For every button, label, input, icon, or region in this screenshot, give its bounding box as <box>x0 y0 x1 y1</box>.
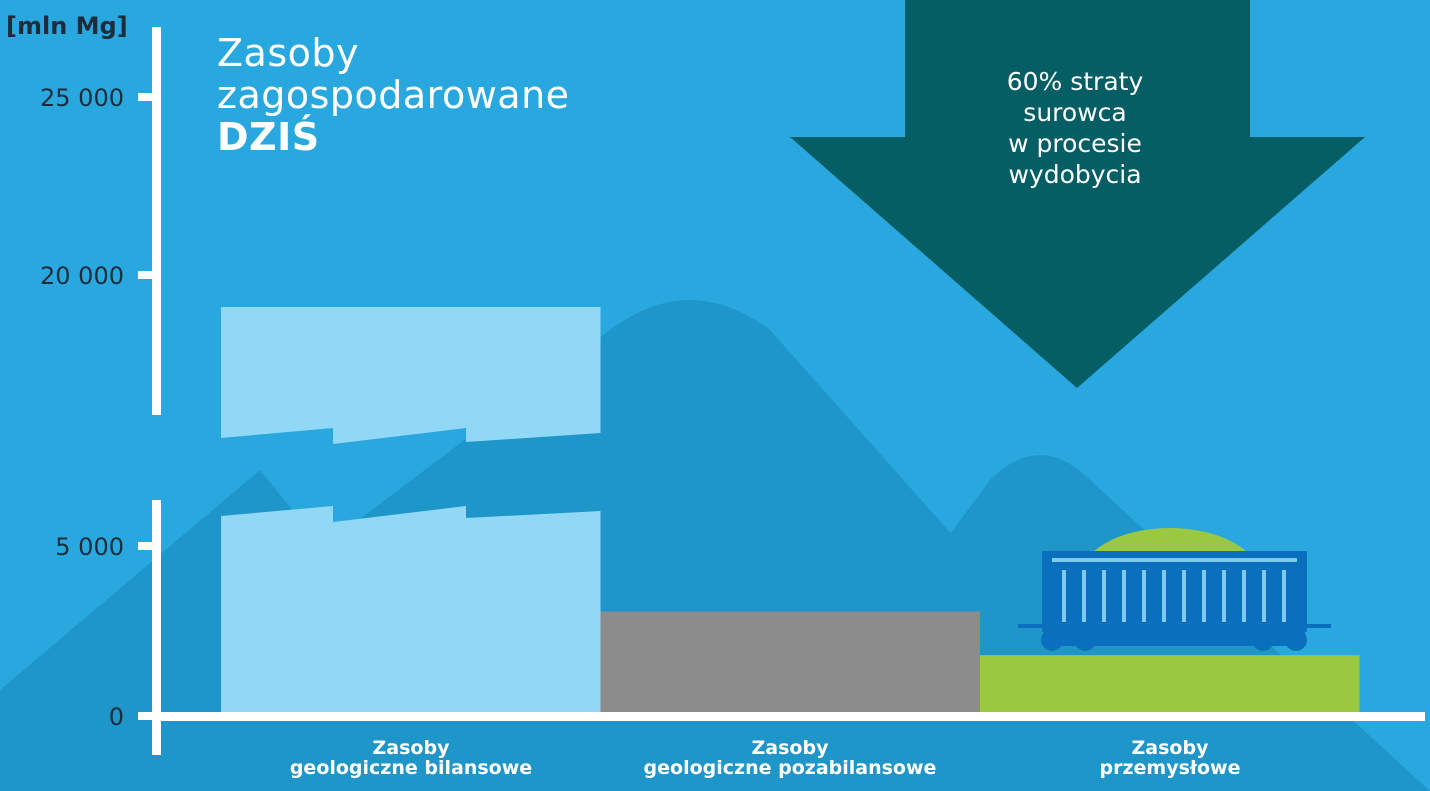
annotation-line: 60% straty <box>1006 67 1144 96</box>
wagon-chassis <box>1042 631 1307 646</box>
wagon-stripe <box>1142 570 1146 622</box>
chart-title: Zasoby zagospodarowane DZIŚ <box>217 32 570 158</box>
y-tick-label: 25 000 <box>40 84 124 112</box>
category-label-line: Zasoby <box>751 737 829 759</box>
y-tick-label: 5 000 <box>55 533 124 561</box>
loss-annotation: 60% straty surowca w procesie wydobycia <box>945 66 1205 190</box>
wagon-stripe <box>1082 570 1086 622</box>
x-axis <box>152 712 1425 721</box>
chart-title-line: Zasoby <box>217 31 359 75</box>
category-label-bilansowe: Zasoby geologiczne bilansowe <box>221 738 601 778</box>
railway-freight-wagon-icon <box>1018 528 1331 651</box>
bar <box>221 506 601 716</box>
category-label-pozabilansowe: Zasoby geologiczne pozabilansowe <box>600 738 980 778</box>
y-axis-lower <box>152 500 161 755</box>
annotation-line: w procesie <box>1008 129 1142 158</box>
y-tick-mark <box>138 712 156 720</box>
wagon-stripe <box>1262 570 1266 622</box>
wagon-wheel <box>1285 629 1307 651</box>
wagon-stripe <box>1202 570 1206 622</box>
wagon-wheel <box>1252 629 1274 651</box>
y-axis-upper <box>152 27 161 415</box>
wagon-stripe <box>1242 570 1246 622</box>
wagon-wheel <box>1074 629 1096 651</box>
wagon-stripe <box>1162 570 1166 622</box>
wagon-stripe <box>1062 570 1066 622</box>
y-tick-mark <box>138 271 156 279</box>
bar <box>600 611 980 716</box>
category-label-line: Zasoby <box>1131 737 1209 759</box>
y-tick-label: 20 000 <box>40 262 124 290</box>
y-ticks: 0 5 000 20 000 25 000 <box>40 84 156 731</box>
annotation-line: wydobycia <box>1008 160 1142 189</box>
wagon-wheel <box>1041 629 1063 651</box>
wagon-top-rail <box>1052 558 1297 562</box>
y-tick-label: 0 <box>109 703 124 731</box>
category-label-line: Zasoby <box>372 737 450 759</box>
loss-arrow-icon <box>790 0 1365 388</box>
category-label-line: przemysłowe <box>1099 757 1241 779</box>
wagon-stripe <box>1282 570 1286 622</box>
category-label-line: geologiczne bilansowe <box>289 757 533 779</box>
axes <box>152 27 1425 755</box>
wagon-stripe <box>1222 570 1226 622</box>
chart-title-emphasis: DZIŚ <box>217 115 320 159</box>
category-label-przemyslowe: Zasoby przemysłowe <box>980 738 1360 778</box>
bar-upper-segment <box>221 307 601 444</box>
annotation-line: surowca <box>1023 98 1127 127</box>
wagon-coupler-right <box>1307 624 1331 628</box>
wagon-coupler-left <box>1018 624 1042 628</box>
bars <box>221 307 1360 716</box>
y-tick-mark <box>138 93 156 101</box>
wagon-stripes <box>1062 570 1286 622</box>
category-label-line: geologiczne pozabilansowe <box>643 757 937 779</box>
wagon-stripe <box>1102 570 1106 622</box>
wagon-body <box>1042 551 1307 631</box>
bar <box>980 655 1360 716</box>
wagon-stripe <box>1122 570 1126 622</box>
y-axis-unit-label: [mln Mg] <box>6 12 128 40</box>
wagon-stripe <box>1182 570 1186 622</box>
y-tick-mark <box>138 542 156 550</box>
chart-title-line: zagospodarowane <box>217 73 570 117</box>
